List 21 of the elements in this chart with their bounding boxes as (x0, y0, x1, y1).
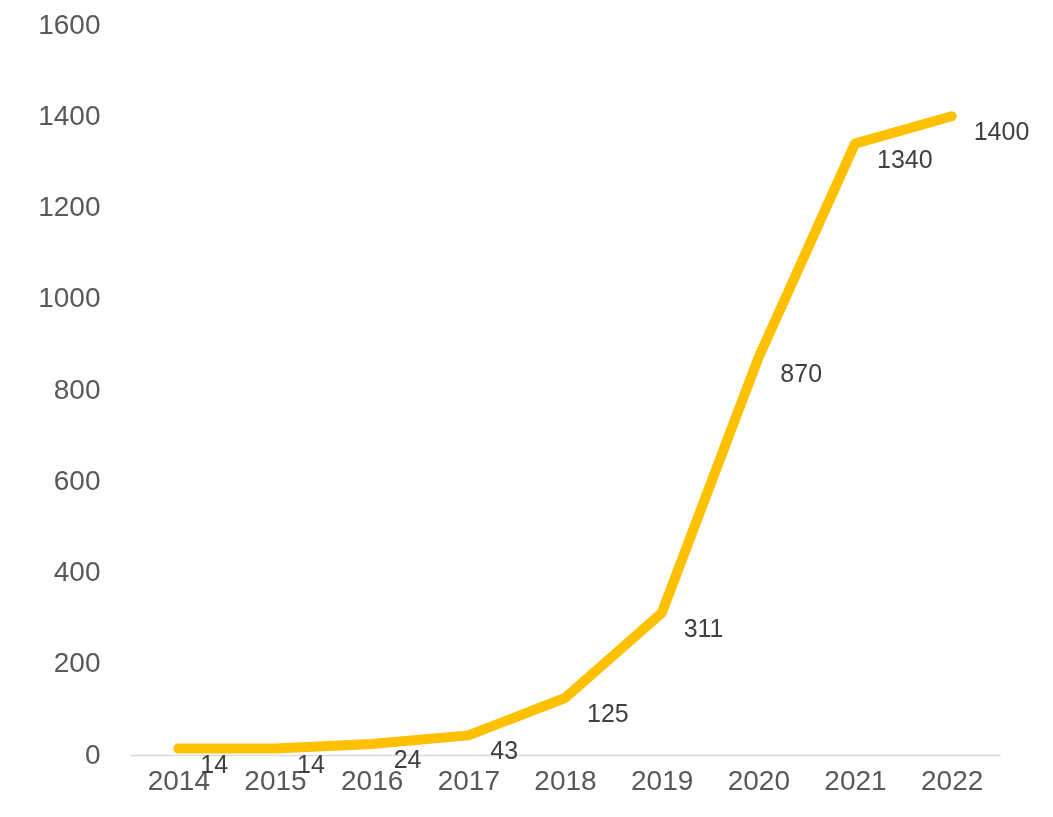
data-label: 1340 (877, 144, 933, 173)
x-tick-label: 2019 (631, 764, 694, 796)
y-tick-label: 1600 (38, 8, 101, 40)
y-tick-label: 400 (53, 556, 101, 587)
y-tick-label: 200 (53, 647, 101, 679)
y-tick-label: 1000 (38, 282, 101, 314)
y-tick-label: 600 (53, 464, 101, 496)
data-label: 1400 (973, 117, 1030, 146)
y-tick-label: 1400 (38, 99, 101, 131)
y-tick-label: 0 (84, 738, 101, 770)
x-tick-label: 2018 (534, 764, 597, 796)
data-label: 311 (683, 614, 724, 643)
x-tick-label: 2020 (727, 764, 790, 796)
data-label: 870 (780, 359, 823, 388)
x-tick-label: 2017 (437, 764, 500, 796)
data-label: 43 (490, 736, 519, 765)
y-tick-label: 800 (53, 373, 101, 405)
x-tick-label: 2021 (824, 764, 887, 796)
y-tick-label: 1200 (38, 191, 101, 222)
data-label: 125 (587, 698, 629, 727)
x-tick-label: 2022 (921, 764, 984, 796)
